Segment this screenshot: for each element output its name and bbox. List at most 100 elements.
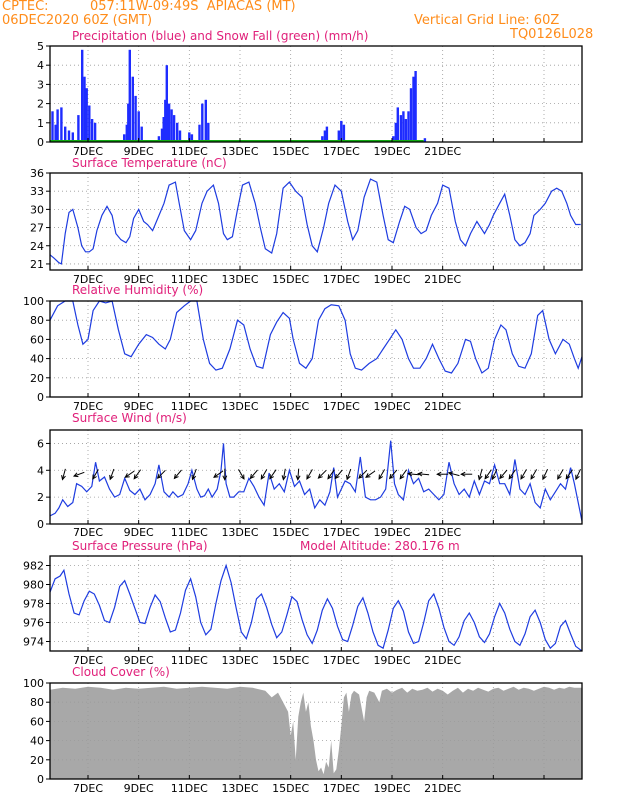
wind-vector [295, 468, 301, 481]
pressure-y-tick-label: 982 [23, 560, 44, 573]
wind-vector-shaft [520, 469, 527, 480]
precip-bar [93, 122, 97, 142]
precip-frame [49, 45, 583, 143]
cloud-y-tick-label: 80 [30, 696, 44, 709]
precip-bar [134, 95, 137, 142]
wind-vector-head [249, 473, 255, 480]
wind-x-tick-label: 11DEC [171, 526, 208, 539]
temperature-x-tick-label: 17DEC [323, 273, 360, 286]
precip-x-tick-label: 9DEC [124, 145, 154, 158]
source-label: CPTEC: [2, 0, 49, 14]
wind-vector-shaft [399, 469, 408, 479]
wind-vector-head [542, 474, 547, 481]
pressure-y-tick-label: 974 [23, 636, 44, 649]
wind-vector-head [173, 473, 179, 480]
wind-vector [306, 469, 313, 480]
wind-vector-head [575, 474, 580, 481]
pressure-x-tick-label: 13DEC [221, 654, 258, 667]
precip-bar [423, 138, 427, 142]
wind-vector [477, 468, 483, 481]
humidity-y-tick-label: 80 [30, 314, 44, 327]
humidity-frame [49, 300, 583, 398]
wind-vector-shaft [318, 469, 327, 479]
wind-vector-shaft [192, 468, 197, 480]
wind-vector [238, 469, 245, 480]
cloud-x-tick-label: 7DEC [73, 782, 103, 795]
temperature-x-tick-label: 19DEC [373, 273, 410, 286]
pressure-frame [49, 555, 583, 652]
wind-vector-head [317, 473, 323, 479]
wind-x-tick-label: 7DEC [73, 526, 103, 539]
wind-vector [358, 469, 368, 479]
humidity-x-tick-label: 19DEC [373, 400, 410, 413]
precip-bar [128, 49, 131, 142]
cloud-x-tick-label: 11DEC [171, 782, 208, 795]
humidity-x-tick-label: 13DEC [221, 400, 258, 413]
wind-vector [447, 471, 460, 477]
wind-y-tick-label: 0 [37, 518, 44, 531]
cloud-y-tick-label: 40 [30, 735, 44, 748]
wind-vector-shaft [408, 473, 420, 476]
temperature-x-tick-label: 9DEC [124, 273, 154, 286]
precip-bar [392, 136, 395, 142]
wind-vector [575, 468, 581, 481]
cloud-frame [49, 682, 583, 780]
wind-vector [334, 469, 343, 480]
pressure-y-tick-label: 978 [23, 598, 44, 611]
wind-vector [399, 469, 408, 480]
humidity-y-tick-label: 0 [37, 391, 44, 404]
wind-vector-shaft [530, 469, 538, 480]
precip-bar [399, 115, 403, 142]
precip-bar [165, 65, 168, 142]
pressure-x-tick-label: 15DEC [272, 654, 309, 667]
pressure-x-tick-label: 19DEC [373, 654, 410, 667]
wind-vector-shaft [213, 470, 224, 478]
wind-vector-shaft [174, 469, 182, 479]
wind-vector-shaft [346, 468, 352, 480]
wind-x-tick-label: 21DEC [424, 526, 461, 539]
precip-bar [160, 128, 164, 142]
wind-vector [406, 471, 420, 477]
wind-vector-head [447, 471, 454, 477]
wind-vector-head [406, 471, 413, 477]
temperature-x-tick-label: 15DEC [272, 273, 309, 286]
model-code-label: TQ0126L028 [510, 27, 594, 42]
wind-vector [191, 468, 197, 481]
temperature-y-tick-label: 30 [30, 203, 44, 216]
temperature-x-tick-label: 7DEC [73, 273, 103, 286]
wind-x-tick-label: 15DEC [272, 526, 309, 539]
precip-bar [207, 122, 210, 142]
wind-vector-shaft [565, 469, 573, 479]
wind-vector-head [565, 474, 571, 480]
precip-x-tick-label: 19DEC [373, 145, 410, 158]
cloud-y-tick-label: 20 [30, 754, 44, 767]
wind-x-tick-label: 19DEC [373, 526, 410, 539]
precip-bar [56, 109, 59, 142]
precip-bar [167, 103, 171, 142]
wind-vector-head [213, 473, 219, 478]
wind-vector [365, 470, 376, 478]
precip-bar [172, 115, 176, 142]
pressure-y-tick-label: 980 [23, 579, 44, 592]
wind-vector [520, 469, 527, 480]
wind-vector-shaft [250, 469, 258, 479]
temperature-y-tick-label: 21 [30, 258, 44, 271]
precip-panel: 0 1 2 3 4 5 7DEC 9DEC 11DEC 13DEC 15DEC 17DEC 19DEC 2… [37, 40, 583, 158]
wind-vector-shaft [499, 469, 508, 479]
wind-y-tick-label: 4 [37, 464, 44, 477]
wind-vector-head [417, 471, 423, 477]
temperature-series-line [49, 178, 581, 265]
temperature-panel: 21 24 27 30 33 36 7DEC 9DEC 11DEC 13DEC 15DEC 17DEC… [30, 167, 583, 286]
precip-bar [67, 130, 71, 142]
wind-vector-shaft [133, 469, 142, 479]
humidity-y-tick-label: 60 [30, 333, 44, 346]
wind-vector-shaft [125, 470, 135, 478]
humidity-y-tick-label: 20 [30, 372, 44, 385]
wind-vector-head [306, 474, 311, 480]
wind-vector-head [530, 474, 536, 480]
precip-x-tick-label: 15DEC [272, 145, 309, 158]
location-label: 057:11W-09:49S APIACAS (MT) [90, 0, 296, 14]
wind-panel: 0 2 4 6 7DEC 9DEC 11DEC 13DEC 15DEC 17DEC 19DEC 21D… [37, 429, 583, 539]
precip-bar [137, 111, 140, 142]
